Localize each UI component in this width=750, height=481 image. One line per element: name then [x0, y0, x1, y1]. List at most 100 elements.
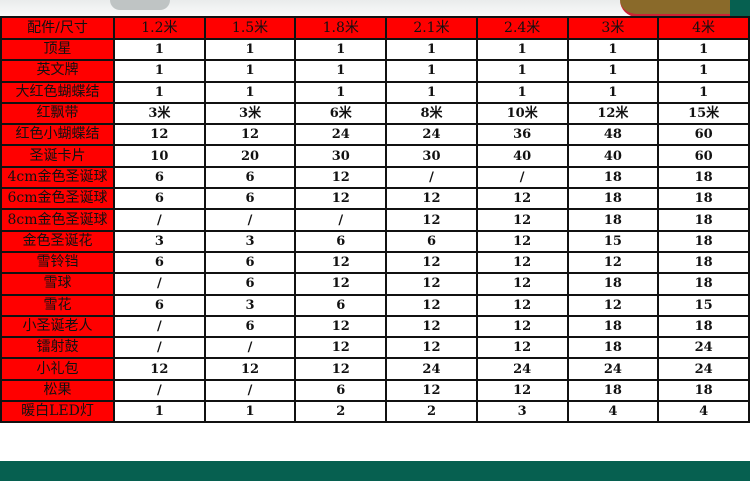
table-cell: 6: [294, 293, 388, 317]
row-header-accessory: 大红色蝴蝶结: [0, 80, 115, 104]
table-cell: 3米: [203, 101, 297, 126]
table-row: 大红色蝴蝶结 1 1 1 1 1 1 1: [0, 80, 750, 104]
table-cell: 1: [657, 37, 750, 62]
row-header-accessory: 顶星: [0, 37, 115, 62]
footer-band: [0, 461, 750, 481]
table-row: 镭射鼓 //12 12 12 18 24: [0, 336, 750, 360]
table-cell: 12: [385, 208, 478, 232]
table-cell: 1: [475, 37, 569, 62]
table-cell: 24: [385, 357, 478, 381]
table-cell: 18: [657, 250, 750, 275]
table-cell: 15: [657, 293, 750, 317]
table-cell: 1: [294, 37, 388, 62]
table-cell: 12: [475, 272, 569, 296]
table-row: 金色圣诞花 3 3 6 6 12 15 18: [0, 229, 750, 253]
table-cell: 18: [657, 187, 750, 211]
table-cell: 12: [203, 123, 297, 147]
row-header-accessory: 暖白LED灯: [0, 400, 115, 424]
table-cell: 12: [475, 208, 569, 232]
table-cell: 12: [294, 187, 388, 211]
table-cell: 6米: [294, 101, 388, 126]
table-cell: 18: [566, 187, 660, 211]
table-row: 小圣诞老人/6 12 12 12 18 18: [0, 314, 750, 339]
table-cell: 24: [657, 357, 750, 381]
table-cell: 1: [566, 80, 660, 104]
table-cell: 60: [657, 123, 750, 147]
table-cell: 6: [113, 187, 206, 211]
table-row: 红飘带 3米 3米 6米 8米 10米 12米 15米: [0, 101, 750, 126]
table-cell: 4: [657, 400, 750, 424]
row-header-accessory: 小礼包: [0, 357, 115, 381]
row-header-accessory: 圣诞卡片: [0, 144, 115, 168]
accessory-size-table: 配件/尺寸 1.2米 1.5米 1.8米 2.1米 2.4米 3米 4米 顶星 1 1 1 1 1 1 1 英…: [0, 16, 750, 424]
table-cell: 12: [294, 250, 388, 275]
table-cell: 6: [113, 165, 206, 190]
row-header-accessory: 8cm金色圣诞球: [0, 208, 115, 232]
table-cell: 18: [566, 165, 660, 190]
table-cell: 18: [657, 378, 750, 403]
table-cell: 12: [294, 165, 388, 190]
table-cell: 12米: [566, 101, 660, 126]
decorative-image: [620, 0, 730, 17]
table-cell: 40: [566, 144, 660, 168]
decorative-image: [110, 0, 170, 10]
table-row: 雪铃铛 6 6 12 12 12 12 18: [0, 250, 750, 275]
table-cell: /: [113, 378, 206, 403]
table-row: 8cm金色圣诞球 / //12 12 18 18: [0, 208, 750, 232]
table-cell: 36: [475, 123, 569, 147]
table-cell: 18: [566, 208, 660, 232]
row-header-accessory: 小圣诞老人: [0, 314, 115, 339]
decorative-image: [730, 0, 750, 16]
table-cell: 18: [657, 229, 750, 253]
table-row: 雪球/6 12 12 12 18 18: [0, 272, 750, 296]
row-header-accessory: 英文牌: [0, 59, 115, 83]
row-header-accessory: 红飘带: [0, 101, 115, 126]
table-cell: 1: [113, 400, 206, 424]
row-header-accessory: 松果: [0, 378, 115, 403]
column-header-size: 2.1米: [385, 16, 478, 40]
table-cell: 40: [475, 144, 569, 168]
table-cell: 12: [475, 229, 569, 253]
table-cell: 6: [203, 165, 297, 190]
table-cell: 3: [113, 229, 206, 253]
table-cell: 12: [294, 357, 388, 381]
table-cell: 6: [203, 314, 297, 339]
table-cell: 1: [385, 59, 478, 83]
table-cell: 60: [657, 144, 750, 168]
table-cell: 12: [294, 314, 388, 339]
table-cell: 12: [475, 293, 569, 317]
table-cell: 12: [113, 357, 206, 381]
table-cell: 18: [657, 314, 750, 339]
table-cell: 1: [203, 37, 297, 62]
table-cell: 6: [113, 250, 206, 275]
table-cell: 1: [385, 80, 478, 104]
column-header-size: 3米: [566, 16, 660, 40]
table-cell: 12: [566, 293, 660, 317]
table-cell: 3: [203, 229, 297, 253]
table-cell: 6: [294, 378, 388, 403]
table-cell: 2: [294, 400, 388, 424]
table-cell: 12: [385, 187, 478, 211]
table-cell: /: [113, 208, 206, 232]
table-cell: 10: [113, 144, 206, 168]
table-cell: 1: [475, 59, 569, 83]
table-cell: 30: [294, 144, 388, 168]
row-header-accessory: 6cm金色圣诞球: [0, 187, 115, 211]
table-cell: 3: [203, 293, 297, 317]
table-cell: 8米: [385, 101, 478, 126]
table-row: 6cm金色圣诞球 6 6 12 12 12 18 18: [0, 187, 750, 211]
table-cell: 18: [657, 165, 750, 190]
table-cell: 1: [385, 37, 478, 62]
table-cell: 1: [113, 80, 206, 104]
table-cell: /: [113, 272, 206, 296]
table-cell: 12: [385, 250, 478, 275]
table-cell: 24: [475, 357, 569, 381]
decorative-banner-strip: [0, 0, 750, 17]
column-header-size: 1.2米: [113, 16, 206, 40]
table-cell: 48: [566, 123, 660, 147]
table-cell: 12: [475, 187, 569, 211]
table-cell: 12: [385, 314, 478, 339]
table-cell: 1: [294, 59, 388, 83]
table-cell: 12: [475, 250, 569, 275]
row-header-accessory: 金色圣诞花: [0, 229, 115, 253]
